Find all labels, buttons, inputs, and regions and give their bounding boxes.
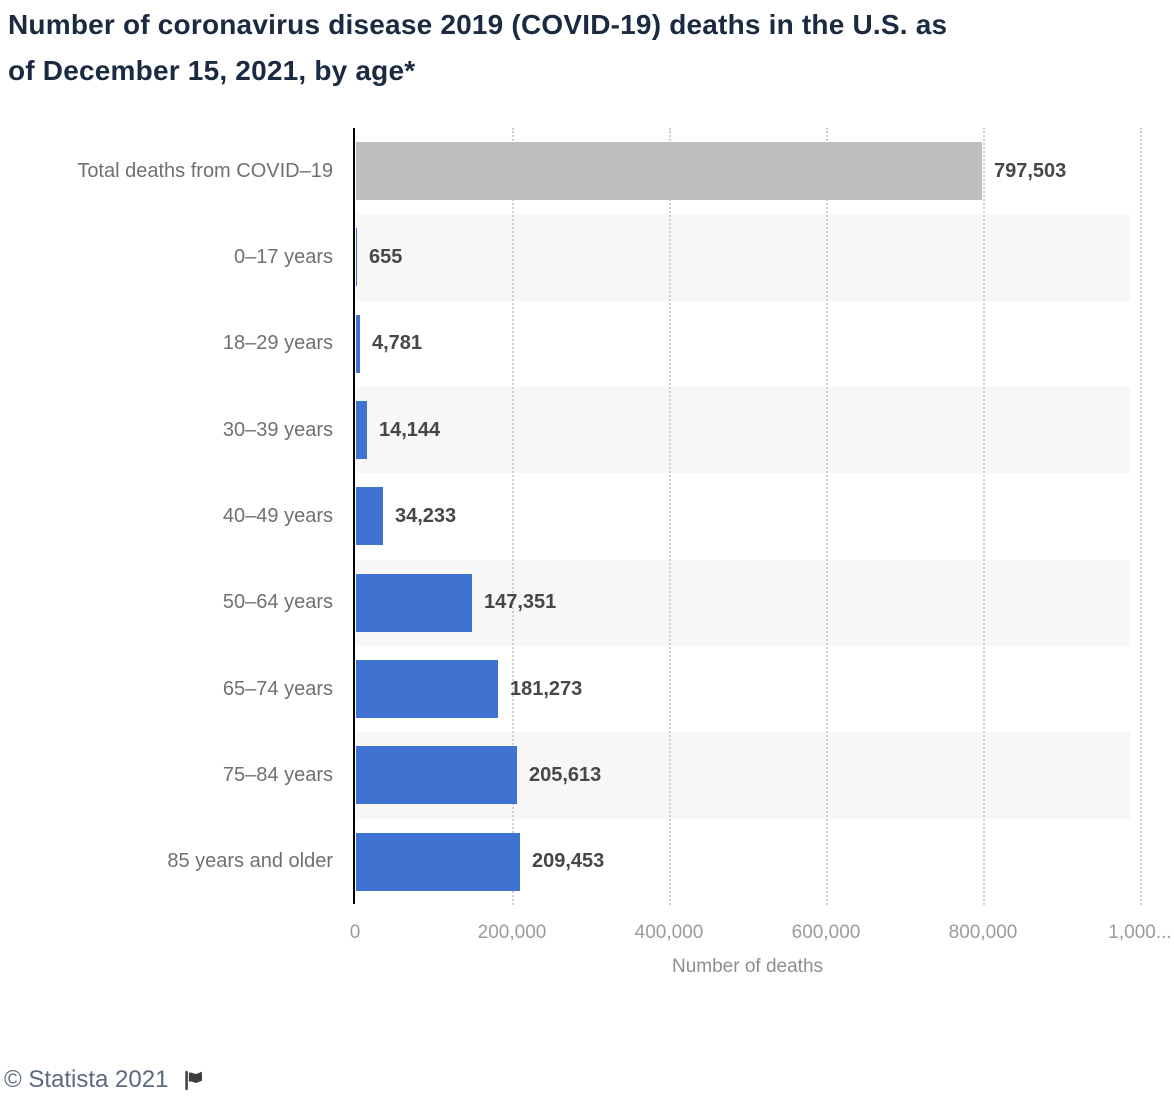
bar: [356, 315, 360, 373]
category-label: 75–84 years: [222, 763, 333, 786]
value-label: 181,273: [510, 677, 583, 700]
gridline: [983, 128, 985, 905]
bar: [356, 487, 383, 545]
bar: [356, 746, 517, 804]
flag-icon: [185, 1070, 203, 1090]
category-labels: Total deaths from COVID–19 0–17 years 18–2…: [0, 128, 333, 905]
x-tick-label: 200,000: [477, 922, 547, 943]
category-label: 50–64 years: [222, 591, 333, 614]
chart-title: Number of coronavirus disease 2019 (COVI…: [8, 2, 1172, 94]
category-label: 65–74 years: [222, 677, 333, 700]
gridline: [669, 128, 671, 905]
bar: [356, 660, 498, 718]
chart-title-line1: Number of coronavirus disease 2019 (COVI…: [8, 9, 948, 40]
bar: [356, 833, 520, 891]
x-axis-title: Number of deaths: [671, 956, 824, 977]
x-tick-label: 0: [349, 922, 361, 943]
row-band: [356, 214, 1130, 301]
bar: [356, 228, 357, 286]
value-label: 209,453: [532, 850, 605, 873]
value-label: 655: [369, 245, 403, 268]
bar: [356, 574, 472, 632]
category-label: Total deaths from COVID–19: [77, 159, 333, 182]
gridline: [826, 128, 828, 905]
row-band: [356, 559, 1130, 646]
value-label: 4,781: [372, 332, 423, 355]
category-label: 0–17 years: [234, 245, 333, 268]
category-label: 30–39 years: [222, 418, 333, 441]
value-label: 797,503: [994, 159, 1067, 182]
bar: [356, 142, 982, 200]
copyright-text: © Statista 2021: [4, 1066, 169, 1093]
y-axis-line: [353, 128, 355, 904]
value-label: 34,233: [395, 504, 457, 527]
x-tick-label: 400,000: [634, 922, 704, 943]
value-label: 205,613: [529, 763, 602, 786]
bar: [356, 401, 367, 459]
category-label: 85 years and older: [167, 850, 333, 873]
footer: © Statista 2021: [4, 1066, 206, 1094]
x-tick-label: 1,000...: [1108, 922, 1172, 943]
row-band: [356, 386, 1130, 474]
value-label: 14,144: [379, 418, 441, 441]
value-label: 147,351: [484, 591, 557, 614]
x-tick-label: 800,000: [948, 922, 1018, 943]
gridline: [1140, 128, 1142, 905]
gridline: [512, 128, 514, 905]
chart-title-line2: of December 15, 2021, by age*: [8, 55, 416, 86]
x-tick-label: 600,000: [791, 922, 861, 943]
category-label: 40–49 years: [222, 504, 333, 527]
category-label: 18–29 years: [222, 332, 333, 355]
